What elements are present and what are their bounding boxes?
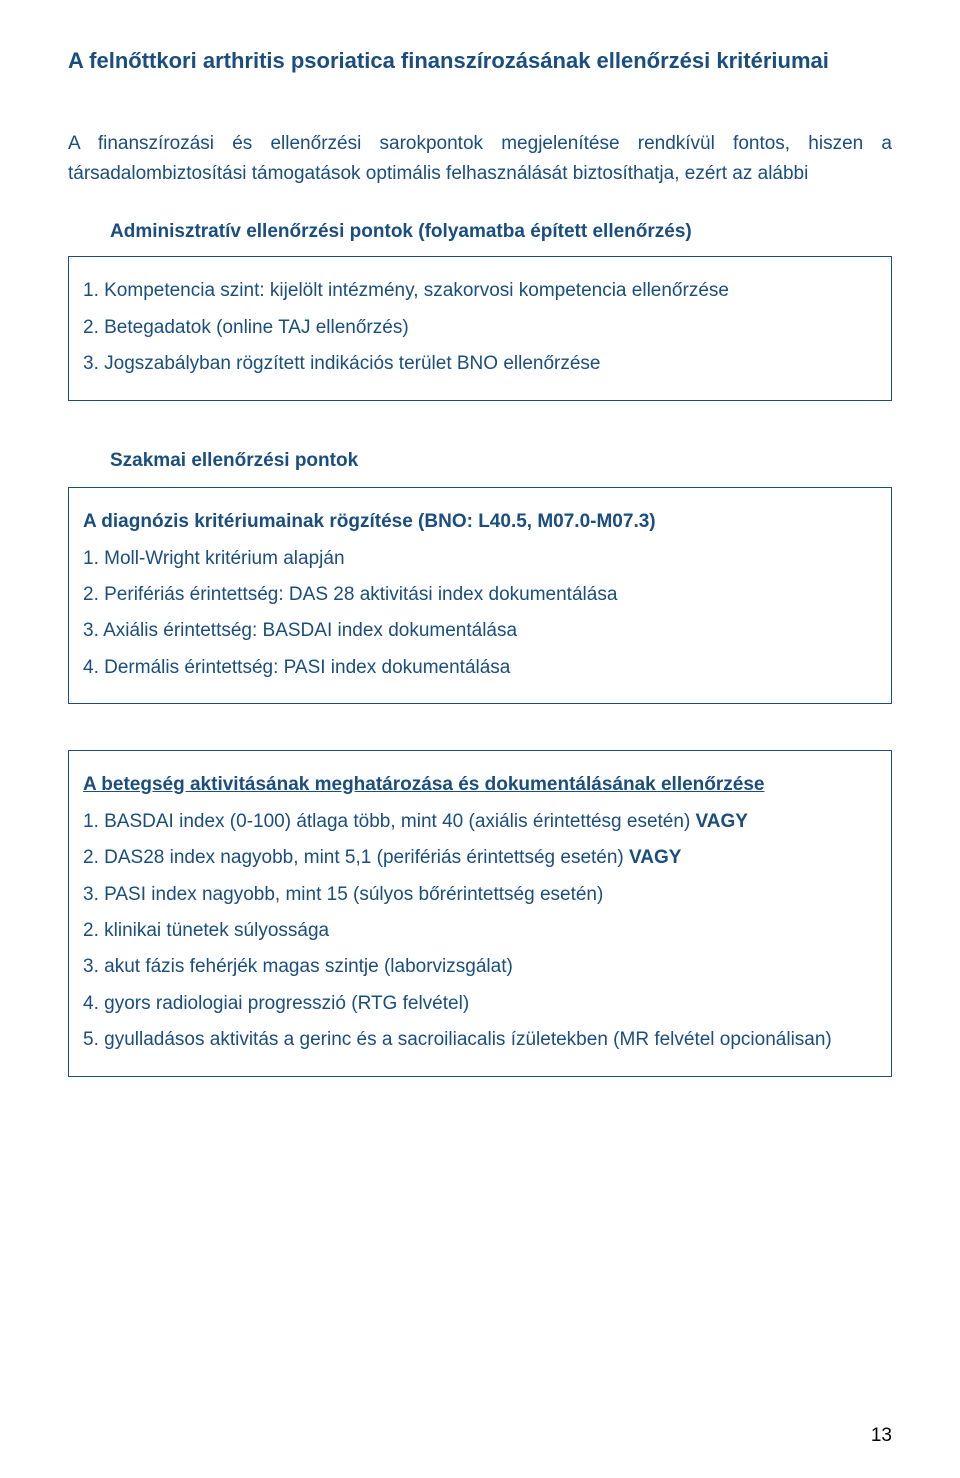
list-item: 4. Dermális érintettség: PASI index doku…	[83, 653, 877, 682]
item-text: 3. PASI index nagyobb, mint 15 (súlyos b…	[83, 884, 603, 905]
list-item: 2. Betegadatok (online TAJ ellenőrzés)	[83, 313, 877, 342]
page-number: 13	[871, 1422, 892, 1451]
section2-lead: A diagnózis kritériumainak rögzítése (BN…	[83, 507, 877, 536]
item-strong: VAGY	[696, 811, 748, 832]
item-text: 3. akut fázis fehérjék magas szintje (la…	[83, 956, 513, 977]
section3-lead: A betegség aktivitásának meghatározása é…	[83, 770, 877, 799]
item-text: 5. gyulladásos aktivitás a gerinc és a s…	[83, 1029, 832, 1050]
list-item: 3. akut fázis fehérjék magas szintje (la…	[83, 952, 877, 981]
intro-paragraph: A finanszírozási és ellenőrzési sarokpon…	[68, 129, 892, 190]
list-item: 1. Moll-Wright kritérium alapján	[83, 544, 877, 573]
list-item: 1. Kompetencia szint: kijelölt intézmény…	[83, 276, 877, 305]
page-title: A felnőttkori arthritis psoriatica finan…	[68, 44, 892, 77]
item-text: 2. klinikai tünetek súlyossága	[83, 920, 329, 941]
item-text: 4. gyors radiologiai progresszió (RTG fe…	[83, 993, 469, 1014]
list-item: 3. Axiális érintettség: BASDAI index dok…	[83, 616, 877, 645]
list-item: 3. PASI index nagyobb, mint 15 (súlyos b…	[83, 880, 877, 909]
list-item: 2. Perifériás érintettség: DAS 28 aktivi…	[83, 580, 877, 609]
section1-box: 1. Kompetencia szint: kijelölt intézmény…	[68, 256, 892, 400]
section2-heading: Szakmai ellenőrzési pontok	[68, 447, 892, 476]
list-item: 5. gyulladásos aktivitás a gerinc és a s…	[83, 1025, 877, 1054]
section1-heading: Adminisztratív ellenőrzési pontok (folya…	[68, 218, 892, 247]
section2-box: A diagnózis kritériumainak rögzítése (BN…	[68, 487, 892, 704]
section3-box: A betegség aktivitásának meghatározása é…	[68, 750, 892, 1077]
list-item: 3. Jogszabályban rögzített indikációs te…	[83, 349, 877, 378]
item-text: 1. BASDAI index (0-100) átlaga több, min…	[83, 811, 696, 832]
item-text: 2. DAS28 index nagyobb, mint 5,1 (perifé…	[83, 847, 629, 868]
list-item: 1. BASDAI index (0-100) átlaga több, min…	[83, 807, 877, 836]
list-item: 2. DAS28 index nagyobb, mint 5,1 (perifé…	[83, 843, 877, 872]
list-item: 2. klinikai tünetek súlyossága	[83, 916, 877, 945]
item-strong: VAGY	[629, 847, 681, 868]
list-item: 4. gyors radiologiai progresszió (RTG fe…	[83, 989, 877, 1018]
